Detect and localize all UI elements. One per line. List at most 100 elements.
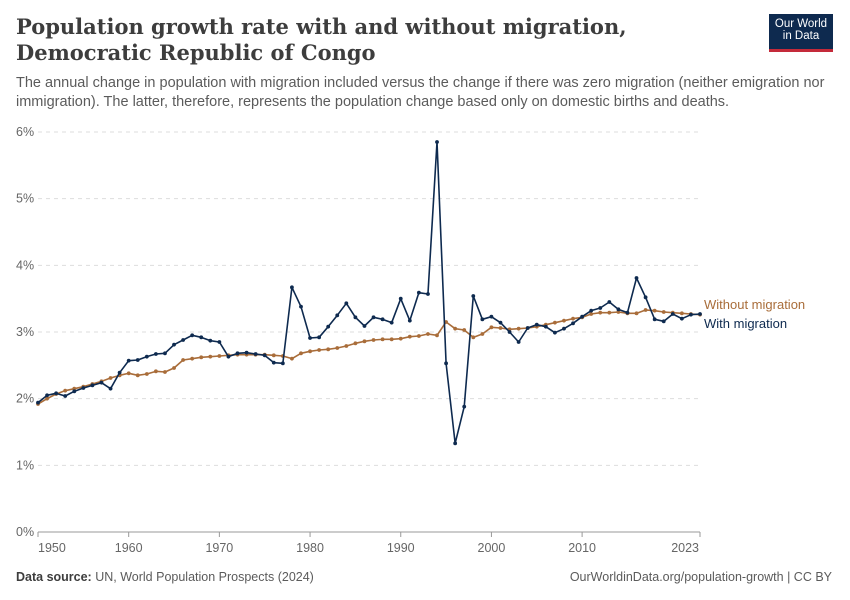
data-point [598, 306, 603, 310]
data-point [435, 140, 439, 144]
data-point [380, 317, 385, 322]
data-point [616, 307, 621, 312]
data-point [172, 366, 176, 370]
series-label-with-migration: With migration [704, 316, 787, 331]
owid-logo[interactable]: Our World in Data [769, 14, 833, 52]
data-point [562, 318, 566, 323]
data-point [108, 376, 113, 380]
data-point [371, 315, 376, 320]
data-point [453, 326, 458, 331]
data-point [525, 326, 530, 330]
data-point [679, 311, 684, 316]
data-point [634, 311, 639, 316]
data-point [480, 332, 485, 336]
data-point [607, 310, 612, 315]
footer-url[interactable]: OurWorldinData.org/population-growth | C… [569, 570, 832, 584]
x-tick-label: 1960 [115, 541, 143, 555]
y-tick-label: 0% [16, 525, 34, 539]
data-point [290, 285, 294, 290]
x-tick-label: 1970 [205, 541, 233, 555]
data-source: Data source: UN, World Population Prospe… [16, 570, 314, 584]
data-point [598, 310, 603, 315]
data-point [163, 370, 167, 374]
data-point [153, 352, 158, 356]
data-point [299, 351, 303, 356]
data-point [72, 389, 77, 394]
data-point [362, 324, 367, 328]
data-point [398, 336, 403, 341]
data-point [634, 276, 639, 280]
x-tick-label: 2010 [568, 541, 596, 555]
data-point [99, 380, 104, 385]
data-point [335, 346, 340, 350]
data-point [471, 335, 476, 340]
data-point [344, 301, 349, 306]
data-point [562, 326, 566, 331]
chart-title: Population growth rate with and without … [16, 14, 627, 65]
data-point [72, 386, 77, 391]
x-tick-label: 1950 [38, 541, 66, 555]
data-point [353, 315, 358, 320]
data-point [498, 320, 503, 325]
y-axis-ticks: 0% 1% 2% 3% 4% 5% 6% [16, 125, 34, 539]
data-point [498, 326, 503, 330]
chart-subtitle: The annual change in population with mig… [16, 75, 825, 110]
data-point [407, 318, 412, 323]
data-point [489, 325, 494, 330]
data-point [380, 337, 385, 342]
data-point [190, 333, 195, 338]
data-point [335, 313, 340, 318]
series-line [37, 309, 701, 405]
data-source-text[interactable]: UN, World Population Prospects (2024) [95, 570, 314, 584]
data-point [244, 350, 249, 355]
data-point [426, 292, 430, 296]
data-point [580, 314, 585, 319]
y-tick-label: 2% [16, 392, 34, 406]
data-point [126, 358, 131, 363]
data-point [616, 310, 621, 314]
data-point [135, 373, 140, 378]
data-point [63, 388, 68, 393]
data-point [643, 308, 648, 312]
data-point [144, 372, 149, 376]
data-point [589, 312, 594, 316]
data-point [389, 320, 394, 325]
data-point [208, 354, 213, 359]
data-point [45, 393, 49, 398]
data-point [217, 340, 222, 344]
data-point [235, 351, 240, 356]
data-point [253, 352, 258, 356]
data-point [326, 347, 331, 352]
x-tick-label: 2023 [671, 541, 699, 555]
data-point [589, 308, 594, 313]
data-point [444, 361, 448, 366]
y-tick-label: 5% [16, 192, 34, 206]
data-point [326, 324, 331, 329]
data-point [371, 338, 376, 342]
x-tick-label: 1980 [296, 541, 324, 555]
data-point [571, 316, 575, 321]
data-point [652, 317, 657, 322]
data-point [54, 391, 59, 396]
series-lines [36, 140, 702, 446]
data-point [199, 355, 204, 360]
data-point [153, 369, 158, 374]
grid-lines [38, 131, 700, 466]
data-point [108, 386, 113, 391]
data-point [163, 351, 167, 356]
data-point [172, 342, 176, 347]
data-point [317, 348, 322, 352]
data-point [271, 360, 276, 365]
x-tick-label: 1990 [387, 541, 415, 555]
x-axis: 1950 1960 1970 1980 1990 2000 2010 2023 [37, 531, 701, 555]
data-point [625, 310, 630, 315]
data-point [262, 353, 267, 358]
data-point [652, 308, 657, 313]
data-point [199, 335, 204, 340]
data-point [534, 322, 539, 327]
data-point [45, 396, 49, 401]
data-point [607, 300, 612, 304]
data-point [426, 332, 430, 336]
data-point [308, 349, 312, 354]
logo-line-1: Our World [774, 18, 828, 30]
